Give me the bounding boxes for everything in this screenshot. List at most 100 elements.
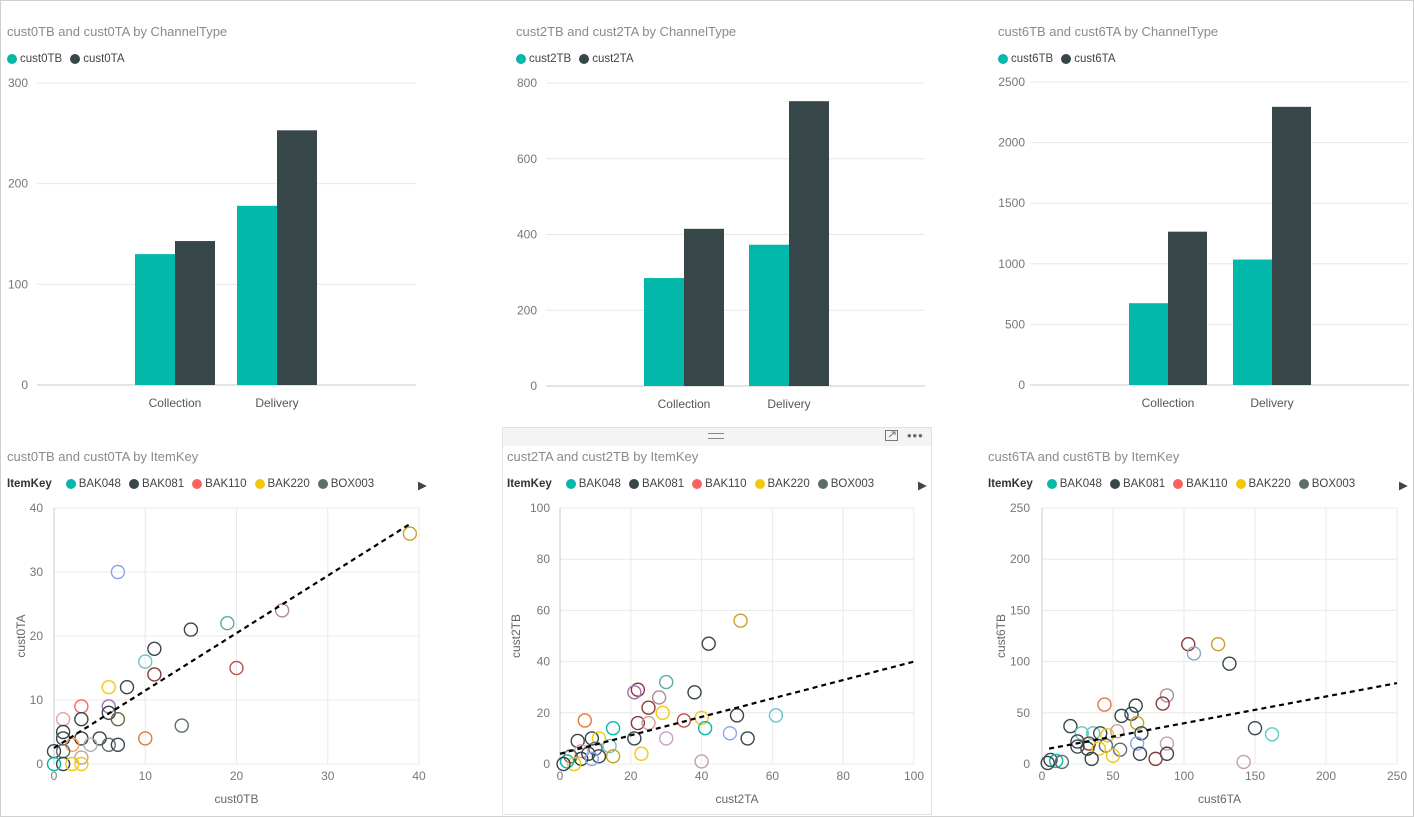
legend-item[interactable]: BOX003: [317, 478, 374, 490]
y-tick-label: 400: [517, 228, 537, 242]
legend-title: ItemKey: [988, 478, 1033, 490]
y-tick-label: 50: [1017, 706, 1031, 720]
scatter-point: [74, 712, 89, 727]
legend-item[interactable]: BAK110: [692, 478, 747, 490]
scatter-point: [46, 756, 62, 772]
scatter-chart-cust0[interactable]: cust0TB and cust0TA by ItemKey ItemKey B…: [0, 425, 440, 815]
chart-legend: ItemKey BAK048 BAK081 BAK110 BAK220 BOX0…: [507, 478, 882, 490]
scatter-point: [1085, 726, 1101, 741]
visual-header-bar: [503, 428, 931, 446]
bar-cust6TB-Collection: [1129, 303, 1168, 385]
legend-item[interactable]: BOX003: [1298, 478, 1355, 490]
chart-title: cust6TA and cust6TB by ItemKey: [988, 449, 1180, 464]
scatter-point: [676, 713, 692, 728]
scatter-point: [634, 746, 649, 761]
legend-label: BAK220: [1248, 478, 1291, 490]
scatter-point: [138, 731, 153, 746]
legend-label: BAK220: [267, 478, 310, 490]
scatter-point: [591, 731, 607, 746]
chart-title: cust2TA and cust2TB by ItemKey: [507, 449, 699, 464]
legend-item[interactable]: BAK081: [128, 478, 184, 490]
legend-dot-icon: [317, 479, 328, 489]
x-tick-label: 50: [1106, 769, 1120, 783]
legend-label: BAK048: [78, 478, 121, 490]
drag-handle-icon[interactable]: [708, 433, 724, 439]
scatter-point: [110, 564, 126, 580]
legend-item[interactable]: BOX003: [817, 478, 874, 490]
bar-chart-plot: 0 100 200 300 Collection Delivery: [8, 76, 416, 410]
y-tick-label: 100: [1010, 655, 1030, 669]
legend-item[interactable]: BAK220: [1235, 478, 1291, 490]
scatter-point: [1134, 726, 1149, 741]
scatter-point: [729, 708, 745, 723]
bar-cust2TA-Collection: [684, 228, 724, 386]
y-axis-title: cust0TA: [14, 614, 28, 657]
bar-chart-cust2[interactable]: cust2TB and cust2TA by ChannelType cust2…: [509, 0, 939, 415]
bar-cust0TA-Delivery: [277, 130, 317, 385]
chart-title: cust2TB and cust2TA by ChannelType: [516, 24, 737, 39]
legend-item[interactable]: cust0TA: [70, 53, 125, 65]
y-tick-label: 0: [530, 379, 537, 393]
chart-title: cust6TB and cust6TA by ChannelType: [998, 24, 1219, 39]
legend-item[interactable]: BAK048: [1046, 478, 1102, 490]
scatter-point: [138, 654, 153, 669]
legend-dot-icon: [754, 479, 765, 489]
chart-legend: ItemKey BAK048 BAK081 BAK110 BAK220 BOX0…: [988, 478, 1363, 490]
legend-scroll-arrow-icon[interactable]: ▶: [1399, 480, 1408, 492]
legend-label: BAK081: [641, 478, 685, 490]
scatter-point: [577, 713, 592, 728]
y-tick-label: 600: [517, 152, 537, 166]
scatter-point: [1098, 738, 1114, 753]
y-axis-title: cust2TB: [509, 614, 523, 658]
legend-item[interactable]: BAK081: [628, 478, 685, 490]
bar-chart-cust6[interactable]: cust6TB and cust6TA by ChannelType cust6…: [991, 0, 1411, 415]
scatter-point: [1186, 646, 1202, 661]
legend-item[interactable]: cust6TA: [1061, 53, 1116, 65]
legend-item[interactable]: BAK110: [192, 478, 247, 490]
legend-item[interactable]: BAK081: [1109, 478, 1165, 490]
x-tick-label: 0: [51, 769, 58, 783]
scatter-point: [1054, 754, 1070, 770]
scatter-point: [566, 756, 582, 772]
scatter-point: [591, 749, 607, 764]
legend-scroll-arrow-icon[interactable]: ▶: [418, 480, 427, 492]
scatter-point: [174, 718, 189, 733]
legend-dot-icon: [579, 54, 590, 64]
scatter-point: [65, 737, 80, 752]
legend-label: BAK048: [578, 478, 621, 490]
scatter-point: [1110, 724, 1125, 739]
x-tick-label: 40: [695, 769, 709, 783]
legend-item[interactable]: cust2TA: [579, 53, 634, 65]
x-tick-label: Delivery: [767, 397, 810, 411]
scatter-point: [1091, 741, 1107, 756]
legend-item[interactable]: BAK110: [1173, 478, 1228, 490]
legend-item[interactable]: BAK048: [565, 478, 621, 490]
scatter-point: [110, 737, 126, 752]
scatter-point: [1063, 718, 1078, 734]
focus-mode-icon[interactable]: [885, 430, 899, 442]
legend-item[interactable]: cust6TB: [998, 53, 1053, 65]
scatter-chart-cust2[interactable]: cust2TA and cust2TB by ItemKey ItemKey B…: [500, 425, 930, 815]
scatter-point: [627, 685, 642, 700]
legend-item[interactable]: cust2TB: [516, 53, 571, 65]
scatter-point: [630, 682, 646, 697]
scatter-point: [65, 756, 80, 772]
bar-chart-cust0[interactable]: cust0TB and cust0TA by ChannelType cust0…: [0, 0, 430, 415]
scatter-point: [1070, 739, 1085, 754]
y-axis-title: cust6TB: [994, 614, 1008, 658]
legend-item[interactable]: cust0TB: [7, 53, 62, 65]
legend-item[interactable]: BAK048: [65, 478, 121, 490]
scatter-point: [740, 731, 755, 746]
more-options-icon[interactable]: •••: [907, 428, 924, 443]
legend-dot-icon: [65, 479, 76, 489]
bar-cust6TA-Delivery: [1272, 106, 1311, 385]
x-tick-label: Delivery: [1250, 396, 1293, 410]
scatter-point: [147, 641, 162, 657]
legend-item[interactable]: BAK220: [254, 478, 310, 490]
scatter-point: [1074, 726, 1089, 741]
legend-item[interactable]: BAK220: [754, 478, 810, 490]
legend-scroll-arrow-icon[interactable]: ▶: [918, 480, 927, 492]
scatter-point: [651, 690, 667, 705]
scatter-chart-cust6[interactable]: cust6TA and cust6TB by ItemKey ItemKey B…: [981, 425, 1411, 815]
y-tick-label: 100: [8, 277, 28, 291]
